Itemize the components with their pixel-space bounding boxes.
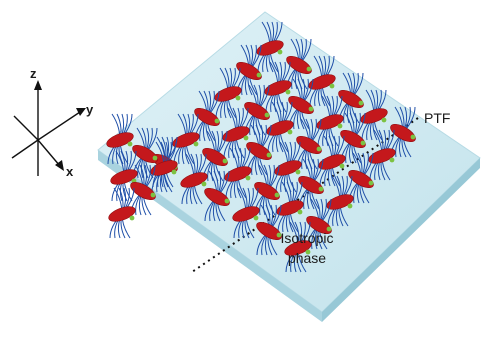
molecular-assembly xyxy=(106,21,416,273)
linker-unit xyxy=(152,155,158,161)
aromatic-core xyxy=(298,175,324,195)
linker-unit xyxy=(305,249,311,255)
aromatic-core xyxy=(296,135,322,155)
linker-unit xyxy=(316,146,322,152)
aromatic-core xyxy=(256,221,282,241)
aromatic-core xyxy=(318,154,346,170)
aromatic-core xyxy=(360,108,388,124)
aromatic-core xyxy=(236,61,262,81)
linker-unit xyxy=(214,118,220,124)
aromatic-core xyxy=(286,55,312,75)
aromatic-core xyxy=(326,194,354,210)
linker-unit xyxy=(389,157,395,163)
linker-unit xyxy=(410,134,416,140)
aromatic-core xyxy=(180,172,208,188)
isotropic-label-line2: phase xyxy=(287,250,327,266)
linker-unit xyxy=(276,232,282,238)
linker-unit xyxy=(358,100,364,106)
aromatic-core xyxy=(316,114,344,130)
aromatic-core xyxy=(264,80,292,96)
linker-unit xyxy=(308,106,314,112)
aromatic-core xyxy=(306,215,332,235)
y-axis xyxy=(37,111,81,141)
linker-unit xyxy=(285,89,291,95)
linker-unit xyxy=(193,141,199,147)
linker-unit xyxy=(277,49,283,55)
z-axis-label: z xyxy=(30,66,37,81)
aromatic-core xyxy=(214,86,242,102)
ptf-label: PTF xyxy=(424,110,451,126)
aromatic-core xyxy=(202,147,228,167)
linker-unit xyxy=(347,203,353,209)
linker-unit xyxy=(360,140,366,146)
substrate-edge-right xyxy=(322,158,480,322)
linker-unit xyxy=(245,175,251,181)
linker-unit xyxy=(318,186,324,192)
linker-unit xyxy=(222,158,228,164)
y-axis-label: y xyxy=(86,102,94,117)
aromatic-core xyxy=(132,144,158,164)
linker-unit xyxy=(256,72,262,78)
coordinate-axes xyxy=(11,80,86,176)
aromatic-core xyxy=(348,169,374,189)
aromatic-core xyxy=(150,160,178,176)
linker-unit xyxy=(306,66,312,72)
linker-unit xyxy=(235,95,241,101)
linker-unit xyxy=(253,215,259,221)
aromatic-core xyxy=(254,181,280,201)
isotropic-phase-label: Isotropic phase xyxy=(262,228,352,268)
z-arrow-icon xyxy=(34,80,42,90)
linker-unit xyxy=(339,163,345,169)
linker-unit xyxy=(297,209,303,215)
linker-unit xyxy=(129,215,135,221)
aromatic-core xyxy=(232,206,260,222)
aromatic-core xyxy=(222,126,250,142)
neg-y-axis xyxy=(11,139,39,159)
aromatic-core xyxy=(308,74,336,90)
aromatic-core xyxy=(194,107,220,127)
linker-unit xyxy=(287,129,293,135)
aromatic-core xyxy=(106,132,134,148)
linker-unit xyxy=(264,112,270,118)
aromatic-core xyxy=(244,101,270,121)
linker-unit xyxy=(266,152,272,158)
x-axis xyxy=(37,139,61,167)
linker-unit xyxy=(295,169,301,175)
linker-unit xyxy=(127,141,133,147)
linker-unit xyxy=(329,83,335,89)
aromatic-core xyxy=(108,206,136,222)
linker-unit xyxy=(150,192,156,198)
aromatic-core xyxy=(276,200,304,216)
linker-unit xyxy=(243,135,249,141)
aromatic-core xyxy=(256,40,284,56)
aromatic-core xyxy=(246,141,272,161)
isotropic-label-line1: Isotropic xyxy=(280,230,334,246)
aromatic-core xyxy=(288,95,314,115)
aromatic-core xyxy=(368,148,396,164)
linker-unit xyxy=(368,180,374,186)
linker-unit xyxy=(337,123,343,129)
aromatic-core xyxy=(172,132,200,148)
aromatic-core xyxy=(110,169,138,185)
linker-unit xyxy=(171,169,177,175)
aromatic-core xyxy=(274,160,302,176)
aromatic-core xyxy=(338,89,364,109)
x-axis-label: x xyxy=(66,164,74,179)
y-arrow-icon xyxy=(76,108,86,116)
linker-unit xyxy=(326,226,332,232)
neg-x-axis xyxy=(13,115,39,141)
linker-unit xyxy=(224,198,230,204)
aromatic-core xyxy=(204,187,230,207)
linker-unit xyxy=(381,117,387,123)
aromatic-core xyxy=(130,181,156,201)
aromatic-core xyxy=(284,240,312,256)
aromatic-core xyxy=(390,123,416,143)
linker-unit xyxy=(274,192,280,198)
x-arrow-icon xyxy=(55,160,64,171)
aromatic-core xyxy=(266,120,294,136)
aromatic-core xyxy=(340,129,366,149)
linker-unit xyxy=(201,181,207,187)
aromatic-core xyxy=(224,166,252,182)
